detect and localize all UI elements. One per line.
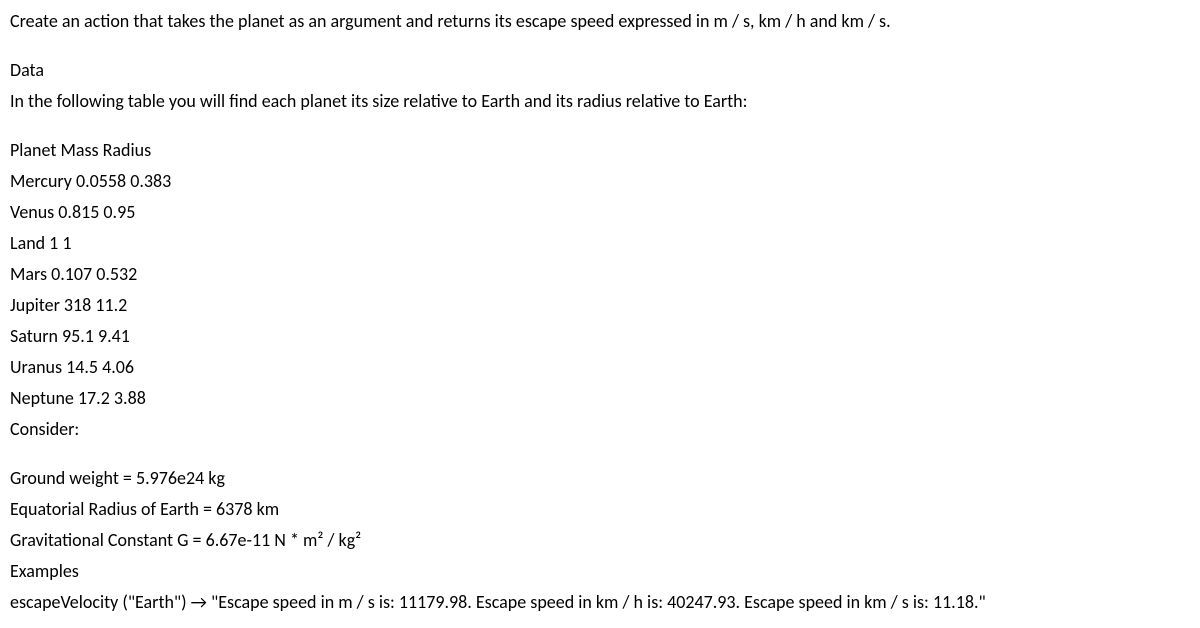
ground-weight: Ground weight = 5.976e24 kg: [10, 465, 1190, 492]
example-call: escapeVelocity ("Earth") → "Escape speed…: [10, 589, 1190, 616]
intro-text: Create an action that takes the planet a…: [10, 8, 1190, 35]
planet-row: Mercury 0.0558 0.383: [10, 168, 1190, 195]
planet-row: Venus 0.815 0.95: [10, 199, 1190, 226]
grav-constant: Gravitational Constant G = 6.67e-11 N * …: [10, 527, 1190, 554]
planet-row: Neptune 17.2 3.88: [10, 385, 1190, 412]
examples-heading: Examples: [10, 558, 1190, 585]
table-header: Planet Mass Radius: [10, 137, 1190, 164]
document-page: Create an action that takes the planet a…: [0, 0, 1200, 628]
planet-row: Uranus 14.5 4.06: [10, 354, 1190, 381]
planet-row: Saturn 95.1 9.41: [10, 323, 1190, 350]
planet-row: Jupiter 318 11.2: [10, 292, 1190, 319]
consider-text: Consider:: [10, 416, 1190, 443]
data-description: In the following table you will find eac…: [10, 88, 1190, 115]
earth-radius: Equatorial Radius of Earth = 6378 km: [10, 496, 1190, 523]
planet-row: Mars 0.107 0.532: [10, 261, 1190, 288]
planet-row: Land 1 1: [10, 230, 1190, 257]
data-heading: Data: [10, 57, 1190, 84]
planet-table: Mercury 0.0558 0.383 Venus 0.815 0.95 Land…: [10, 168, 1190, 412]
